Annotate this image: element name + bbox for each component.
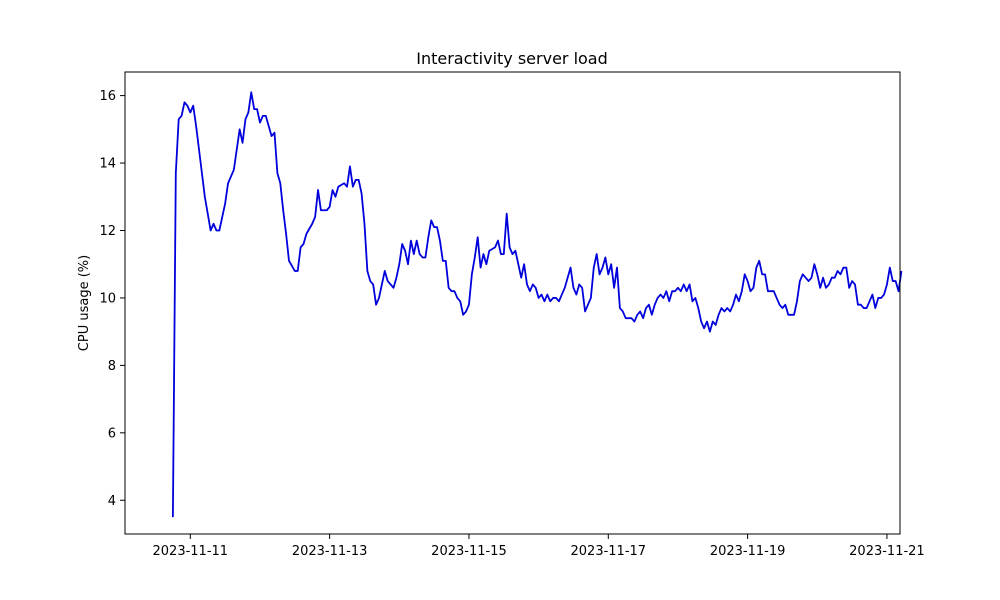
plot-frame	[124, 71, 901, 535]
y-axis-label: CPU usage (%)	[77, 255, 92, 351]
series-line-0	[171, 91, 903, 518]
x-tick-label-1: 2023-11-13	[292, 544, 368, 559]
y-tick-label-1: 6	[108, 426, 116, 441]
x-tick-label-4: 2023-11-19	[710, 544, 786, 559]
y-tick-label-3: 10	[99, 291, 116, 306]
plot-area	[171, 91, 903, 518]
x-tick-label-5: 2023-11-21	[849, 544, 925, 559]
x-tick-label-2: 2023-11-15	[431, 544, 507, 559]
x-tick-label-3: 2023-11-17	[571, 544, 647, 559]
axis-ticks: 2023-11-11 2023-11-13 2023-11-15 2023-11-17…	[99, 89, 924, 559]
chart-title: Interactivity server load	[416, 49, 608, 68]
y-tick-label-0: 4	[108, 494, 116, 509]
y-tick-label-2: 8	[108, 359, 116, 374]
y-tick-label-4: 12	[99, 224, 116, 239]
x-tick-label-0: 2023-11-11	[153, 544, 229, 559]
y-tick-label-6: 16	[99, 89, 116, 104]
y-tick-label-5: 14	[99, 157, 116, 172]
